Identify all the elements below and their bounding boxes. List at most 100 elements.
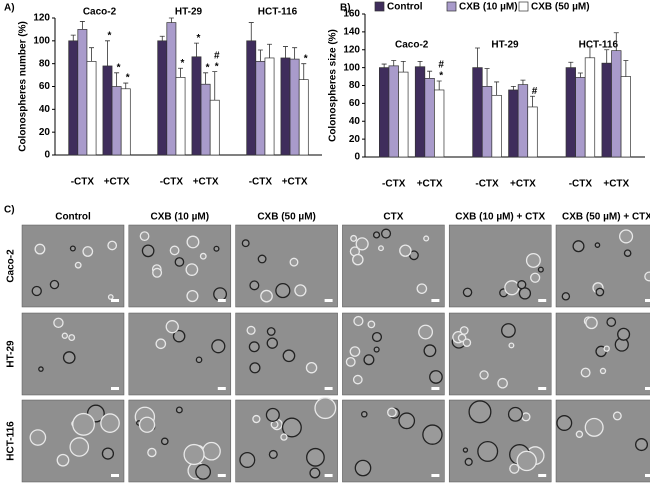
colonosphere xyxy=(69,437,90,457)
error-bar xyxy=(436,80,442,90)
bar xyxy=(200,83,211,156)
y-tick-label: 0 xyxy=(44,150,50,161)
colonosphere xyxy=(239,451,256,468)
error-bar xyxy=(417,60,423,67)
error-bar xyxy=(530,95,536,107)
error-bar xyxy=(257,49,263,62)
error-bar xyxy=(104,40,110,66)
colonosphere xyxy=(53,317,64,329)
bar xyxy=(565,67,576,158)
colonosphere xyxy=(345,356,356,367)
significance-marker: # xyxy=(214,50,220,61)
y-axis-label: Colonospheres size (%) xyxy=(328,29,339,142)
colonosphere xyxy=(525,252,541,268)
colonosphere xyxy=(61,332,68,339)
colonosphere xyxy=(387,407,397,418)
colonosphere xyxy=(530,272,541,283)
bar xyxy=(472,67,483,158)
group-label: HT-29 xyxy=(175,7,203,18)
colonosphere xyxy=(464,457,473,466)
colonosphere xyxy=(155,338,167,350)
column-label: CTX xyxy=(383,212,403,223)
error-bar xyxy=(267,43,273,58)
y-tick-label: 20 xyxy=(39,127,51,138)
colonosphere xyxy=(381,228,392,239)
bar xyxy=(298,79,309,156)
colonosphere xyxy=(107,240,118,251)
colonosphere xyxy=(249,280,260,291)
colonosphere xyxy=(580,367,591,378)
x-tick-label: -CTX xyxy=(382,179,406,190)
panel-label: A) xyxy=(4,3,15,14)
scale-bar xyxy=(111,474,119,477)
x-tick-label: +CTX xyxy=(282,177,308,188)
colonosphere xyxy=(165,320,179,334)
colonosphere xyxy=(612,411,622,421)
colonosphere xyxy=(617,327,631,341)
bar xyxy=(280,57,291,156)
micrograph xyxy=(448,399,552,483)
colonosphere xyxy=(211,339,226,354)
colonosphere xyxy=(462,287,473,298)
colonosphere xyxy=(537,266,544,273)
x-tick-label: -CTX xyxy=(475,179,499,190)
colonosphere xyxy=(74,261,82,269)
colonosphere xyxy=(561,292,571,301)
y-tick-label: 140 xyxy=(343,27,360,38)
colonosphere xyxy=(423,344,437,358)
colonosphere xyxy=(462,338,472,347)
micrograph xyxy=(128,312,232,396)
scale-bar xyxy=(538,387,547,390)
legend-label: CXB (10 µM) xyxy=(459,2,518,13)
bar xyxy=(424,77,435,158)
colonosphere xyxy=(355,237,369,251)
y-tick-label: 0 xyxy=(354,152,360,163)
error-bar xyxy=(282,46,288,58)
colonosphere xyxy=(266,327,276,336)
bar xyxy=(77,29,88,156)
column-label: Control xyxy=(55,212,91,223)
scale-bar xyxy=(431,474,440,477)
x-tick-label: -CTX xyxy=(569,179,593,190)
colonosphere xyxy=(172,329,186,343)
error-bar xyxy=(178,67,184,78)
scale-bar xyxy=(111,299,119,302)
colonosphere xyxy=(147,447,157,458)
colonosphere xyxy=(265,407,280,422)
bar xyxy=(175,77,186,156)
error-bar xyxy=(520,79,526,85)
colonosphere xyxy=(623,249,632,257)
bar xyxy=(388,65,399,158)
colonosphere xyxy=(314,397,337,420)
error-bar xyxy=(193,42,199,57)
bar xyxy=(157,40,168,156)
error-bar xyxy=(301,63,307,80)
colonosphere xyxy=(508,342,515,349)
error-bar xyxy=(292,47,298,60)
colonosphere xyxy=(353,315,364,327)
colonosphere xyxy=(34,243,46,255)
colonosphere xyxy=(399,244,412,257)
bar xyxy=(111,86,122,156)
error-bar xyxy=(89,47,95,62)
significance-marker: * xyxy=(197,33,201,44)
scale-bar xyxy=(538,474,547,477)
scale-bar xyxy=(431,299,440,302)
significance-marker: # xyxy=(438,60,444,71)
colonosphere xyxy=(606,317,617,327)
error-bar xyxy=(510,85,516,90)
micrograph xyxy=(342,224,445,308)
colonosphere xyxy=(371,331,383,343)
colonosphere xyxy=(186,235,200,249)
y-tick-label: 80 xyxy=(39,58,51,69)
panel-label: C) xyxy=(4,205,15,216)
y-axis-label: Colonospheres number (%) xyxy=(18,21,29,152)
colonosphere xyxy=(349,346,361,357)
colonosphere xyxy=(68,334,76,342)
colonosphere xyxy=(423,235,430,242)
x-tick-label: +CTX xyxy=(104,177,130,188)
bar xyxy=(481,86,493,158)
group-label: HCT-116 xyxy=(258,7,298,18)
error-bar xyxy=(604,49,610,64)
